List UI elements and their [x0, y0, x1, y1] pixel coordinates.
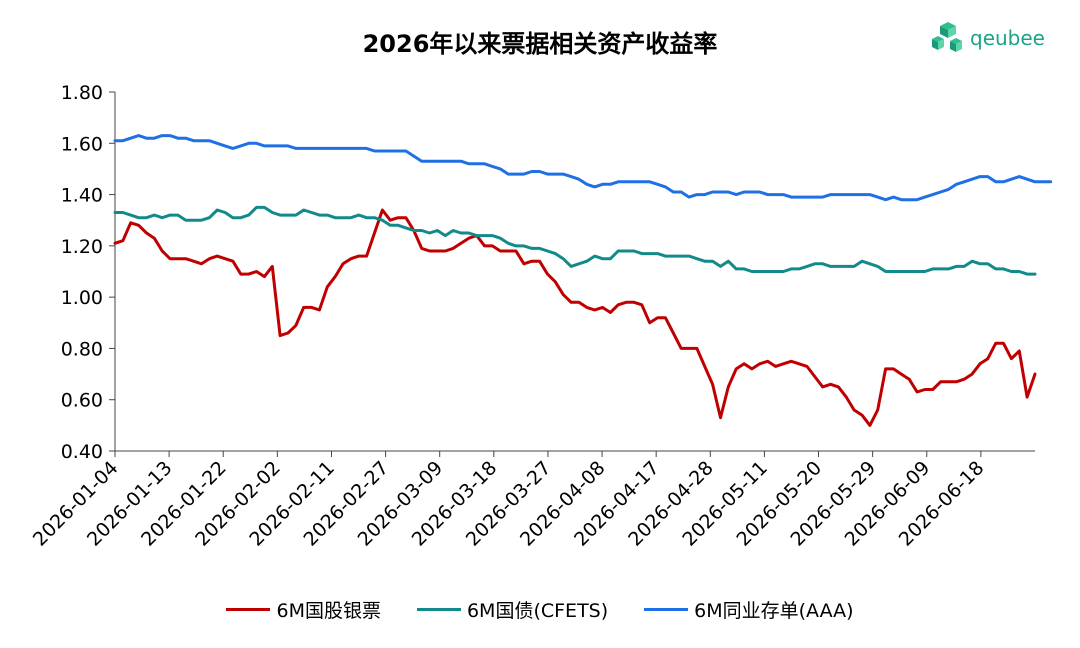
y-tick-label: 1.20	[61, 236, 103, 258]
legend-swatch	[226, 608, 271, 611]
series-line-3	[113, 134, 1053, 202]
legend-label: 6M同业存单(AAA)	[694, 600, 854, 622]
legend-label: 6M国债(CFETS)	[466, 600, 609, 622]
legend-item-3: 6M同业存单(AAA)	[644, 596, 854, 623]
y-tick-label: 0.40	[61, 441, 103, 463]
legend-label: 6M国股银票	[276, 600, 381, 622]
series-line-2	[113, 205, 1037, 276]
y-tick-label: 0.80	[61, 338, 103, 360]
y-tick-label: 1.00	[61, 287, 103, 309]
chart-title: 2026年以来票据相关资产收益率	[362, 30, 718, 58]
legend-swatch	[644, 608, 689, 611]
y-tick-label: 1.60	[61, 133, 103, 155]
legend-swatch	[416, 608, 461, 611]
brand-logo: qeubee	[930, 18, 1045, 58]
chart-plot: 0.400.600.801.001.201.401.601.802026-01-…	[29, 82, 1053, 551]
cube-logo-icon	[932, 22, 962, 52]
y-tick-label: 1.80	[61, 82, 103, 104]
y-tick-label: 1.40	[61, 185, 103, 207]
legend-item-1: 6M国股银票	[226, 596, 381, 623]
legend-item-2: 6M国债(CFETS)	[416, 596, 609, 623]
logo-text: qeubee	[970, 26, 1045, 50]
series-line-1	[113, 208, 1037, 427]
chart-legend: 6M国股银票 6M国债(CFETS) 6M同业存单(AAA)	[0, 596, 1080, 623]
y-tick-label: 0.60	[61, 390, 103, 412]
